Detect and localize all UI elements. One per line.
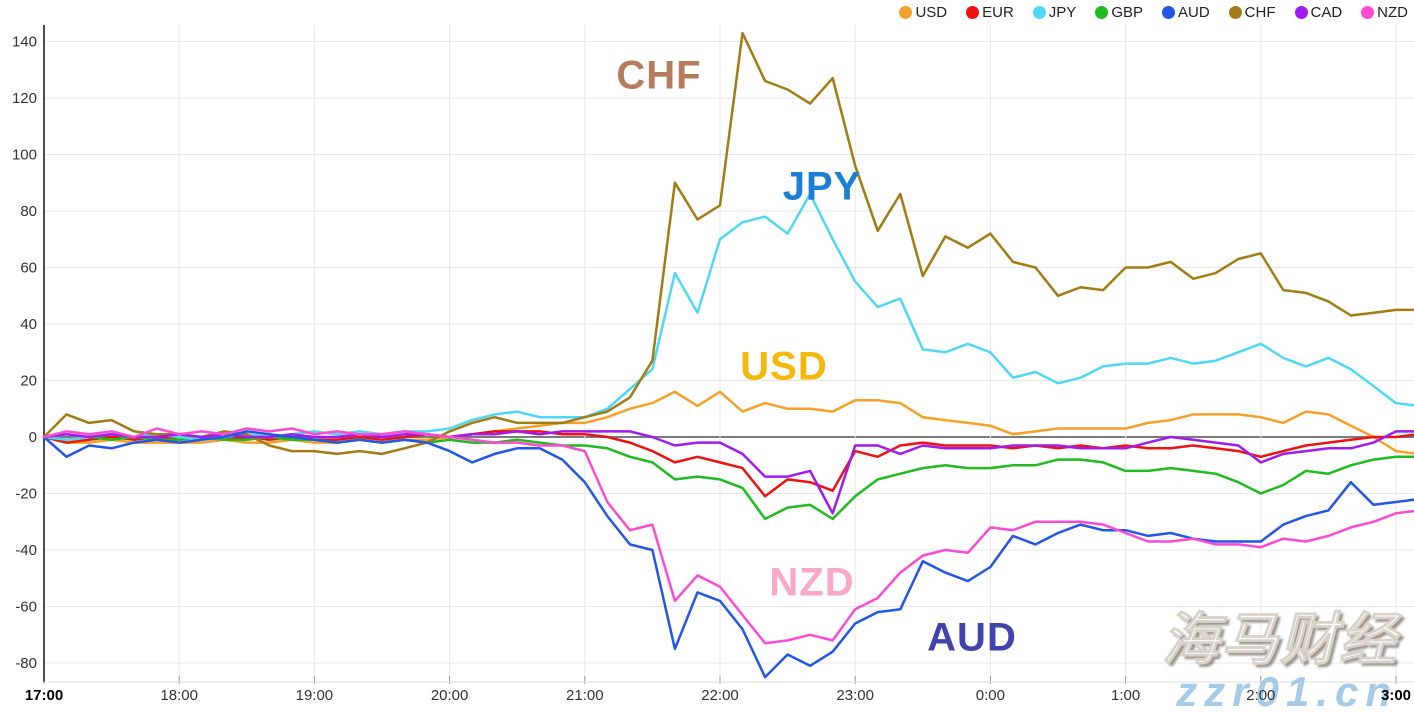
- legend-dot-icon: [966, 6, 980, 19]
- legend-label: AUD: [1178, 4, 1210, 21]
- legend-dot-icon: [1361, 6, 1375, 19]
- x-tick-label: 19:00: [295, 687, 334, 704]
- series-line-cad[interactable]: [42, 430, 1414, 515]
- legend-label: CAD: [1310, 4, 1343, 21]
- x-tick-label: 3:00: [1380, 687, 1412, 704]
- legend-item-usd[interactable]: USD: [899, 4, 947, 21]
- legend-label: CHF: [1244, 4, 1276, 21]
- legend-dot-icon: [1228, 6, 1242, 19]
- x-tick-label: 23:00: [836, 687, 874, 704]
- series-line-aud[interactable]: [42, 430, 1414, 679]
- legend-label: JPY: [1048, 4, 1077, 21]
- series-line-gbp[interactable]: [42, 435, 1414, 521]
- legend-label: GBP: [1111, 4, 1143, 21]
- legend-item-aud[interactable]: AUD: [1162, 4, 1210, 21]
- y-tick-label: 100: [12, 147, 37, 164]
- jpy-label: JPY: [782, 164, 862, 209]
- legend-dot-icon: [1032, 6, 1046, 19]
- y-tick-label: -40: [15, 542, 37, 559]
- x-tick-label: 17:00: [24, 687, 64, 704]
- x-tick-label: 0:00: [975, 687, 1005, 704]
- legend-item-eur[interactable]: EUR: [966, 4, 1014, 21]
- series-line-nzd[interactable]: [42, 427, 1414, 645]
- legend-item-jpy[interactable]: JPY: [1032, 4, 1077, 21]
- chart-legend: USD EUR JPY GBP AUD CHF CAD NZD: [899, 4, 1408, 21]
- usd-label: USD: [740, 344, 828, 389]
- legend-dot-icon: [1095, 6, 1109, 19]
- legend-label: NZD: [1377, 4, 1408, 21]
- nzd-label: NZD: [769, 560, 855, 605]
- legend-dot-icon: [1162, 6, 1175, 19]
- y-tick-label: 60: [20, 260, 37, 277]
- legend-item-nzd[interactable]: NZD: [1361, 4, 1408, 21]
- y-tick-label: 80: [20, 203, 37, 220]
- y-tick-label: -80: [15, 655, 37, 672]
- series-line-eur[interactable]: [42, 430, 1414, 498]
- x-tick-label: 22:00: [701, 687, 739, 704]
- x-tick-label: 1:00: [1110, 687, 1141, 704]
- y-tick-label: 40: [20, 316, 37, 333]
- legend-item-gbp[interactable]: GBP: [1095, 4, 1143, 21]
- series-line-jpy[interactable]: [42, 192, 1414, 442]
- x-tick-label: 20:00: [430, 687, 469, 704]
- y-tick-label: 0: [29, 429, 37, 446]
- series-line-chf[interactable]: [42, 31, 1414, 456]
- x-tick-label: 2:00: [1246, 687, 1276, 704]
- y-tick-label: -20: [15, 486, 37, 503]
- chf-label: CHF: [616, 53, 702, 98]
- legend-item-cad[interactable]: CAD: [1294, 4, 1343, 21]
- legend-dot-icon: [1294, 6, 1308, 19]
- y-tick-label: 20: [20, 373, 37, 390]
- y-tick-label: 140: [12, 34, 37, 51]
- x-tick-label: 21:00: [566, 687, 604, 704]
- legend-item-chf[interactable]: CHF: [1228, 4, 1276, 21]
- legend-dot-icon: [899, 6, 913, 19]
- y-tick-label: 120: [12, 90, 37, 107]
- aud-label: AUD: [927, 615, 1017, 660]
- x-tick-label: 18:00: [160, 687, 198, 704]
- legend-label: USD: [915, 4, 948, 21]
- y-tick-label: -60: [15, 599, 37, 616]
- series-line-usd[interactable]: [42, 390, 1414, 455]
- legend-label: EUR: [982, 4, 1014, 21]
